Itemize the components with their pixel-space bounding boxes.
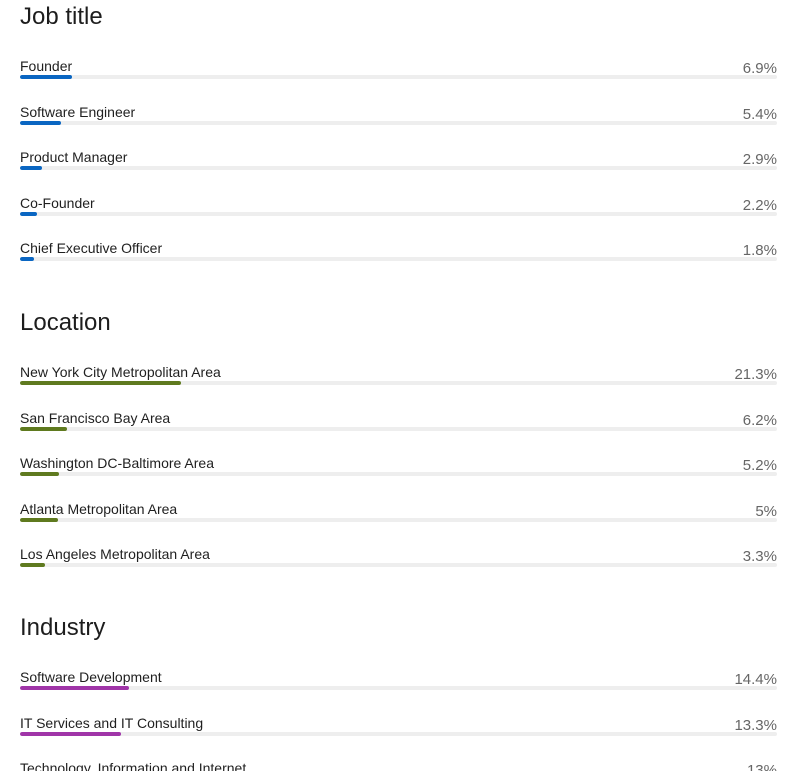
item-percentage: 5.4%	[742, 105, 777, 123]
item-percentage: 14.4%	[734, 671, 777, 688]
list-item: Los Angeles Metropolitan Area 3.3%	[20, 545, 777, 591]
item-percentage: 2.9%	[742, 151, 777, 168]
list-item: Co-Founder 2.2%	[20, 194, 777, 240]
list-item: Product Manager 2.9%	[20, 148, 777, 194]
progress-fill	[20, 211, 37, 216]
item-label: San Francisco Bay Area	[20, 409, 171, 426]
list-item: Software Development 14.4%	[20, 668, 777, 714]
list-item: Technology, Information and Internet 13%	[20, 759, 777, 771]
progress-fill	[20, 381, 182, 385]
industry-section: Industry Software Development 14.4% IT S…	[20, 613, 777, 771]
item-label: Washington DC-Baltimore Area	[20, 455, 215, 471]
section-title: Location	[20, 309, 111, 336]
progress-fill	[20, 166, 42, 170]
progress-track	[20, 166, 777, 170]
progress-track	[20, 211, 777, 216]
list-item: Atlanta Metropolitan Area 5%	[20, 500, 777, 546]
item-percentage: 6.9%	[742, 60, 777, 77]
item-label: Technology, Information and Internet	[20, 760, 247, 771]
list-item: Founder 6.9%	[20, 57, 777, 103]
item-label: Co-Founder	[20, 194, 95, 211]
list-item: New York City Metropolitan Area 21.3%	[20, 363, 777, 409]
progress-fill	[20, 686, 129, 690]
item-percentage: 13%	[746, 762, 777, 771]
item-percentage: 5.2%	[742, 457, 777, 474]
progress-track	[20, 75, 777, 79]
location-section: Location New York City Metropolitan Area…	[20, 308, 777, 591]
item-percentage: 6.2%	[742, 411, 777, 429]
progress-fill	[20, 75, 73, 79]
progress-track	[20, 472, 777, 476]
progress-fill	[20, 120, 61, 125]
list-item: San Francisco Bay Area 6.2%	[20, 409, 777, 455]
progress-track	[20, 731, 777, 736]
item-label: Chief Executive Officer	[20, 240, 163, 256]
section-title: Industry	[20, 614, 106, 641]
list-item: Washington DC-Baltimore Area 5.2%	[20, 454, 777, 500]
list-item: IT Services and IT Consulting 13.3%	[20, 714, 777, 760]
item-label: Founder	[20, 58, 73, 74]
progress-track	[20, 426, 777, 431]
progress-track	[20, 563, 777, 567]
progress-track	[20, 120, 777, 125]
item-percentage: 1.8%	[742, 242, 777, 259]
job-title-section: Job title Founder 6.9% Software Engineer…	[20, 2, 777, 285]
progress-fill	[20, 517, 58, 522]
item-label: Product Manager	[20, 149, 128, 165]
item-percentage: 21.3%	[734, 366, 777, 383]
progress-fill	[20, 563, 45, 567]
section-title: Job title	[20, 3, 103, 30]
progress-fill	[20, 257, 34, 261]
list-item: Chief Executive Officer 1.8%	[20, 239, 777, 285]
item-label: IT Services and IT Consulting	[20, 714, 204, 731]
item-percentage: 13.3%	[734, 716, 777, 734]
item-label: Software Engineer	[20, 103, 136, 120]
progress-track	[20, 517, 777, 522]
item-label: Atlanta Metropolitan Area	[20, 500, 178, 517]
progress-fill	[20, 426, 67, 431]
item-percentage: 3.3%	[742, 548, 777, 565]
progress-fill	[20, 731, 121, 736]
progress-fill	[20, 472, 60, 476]
item-label: Los Angeles Metropolitan Area	[20, 546, 210, 562]
progress-track	[20, 381, 777, 385]
item-label: Software Development	[20, 669, 162, 685]
list-item: Software Engineer 5.4%	[20, 103, 777, 149]
item-percentage: 2.2%	[742, 196, 777, 214]
item-percentage: 5%	[755, 502, 777, 520]
item-label: New York City Metropolitan Area	[20, 364, 221, 380]
progress-track	[20, 686, 777, 690]
progress-track	[20, 257, 777, 261]
